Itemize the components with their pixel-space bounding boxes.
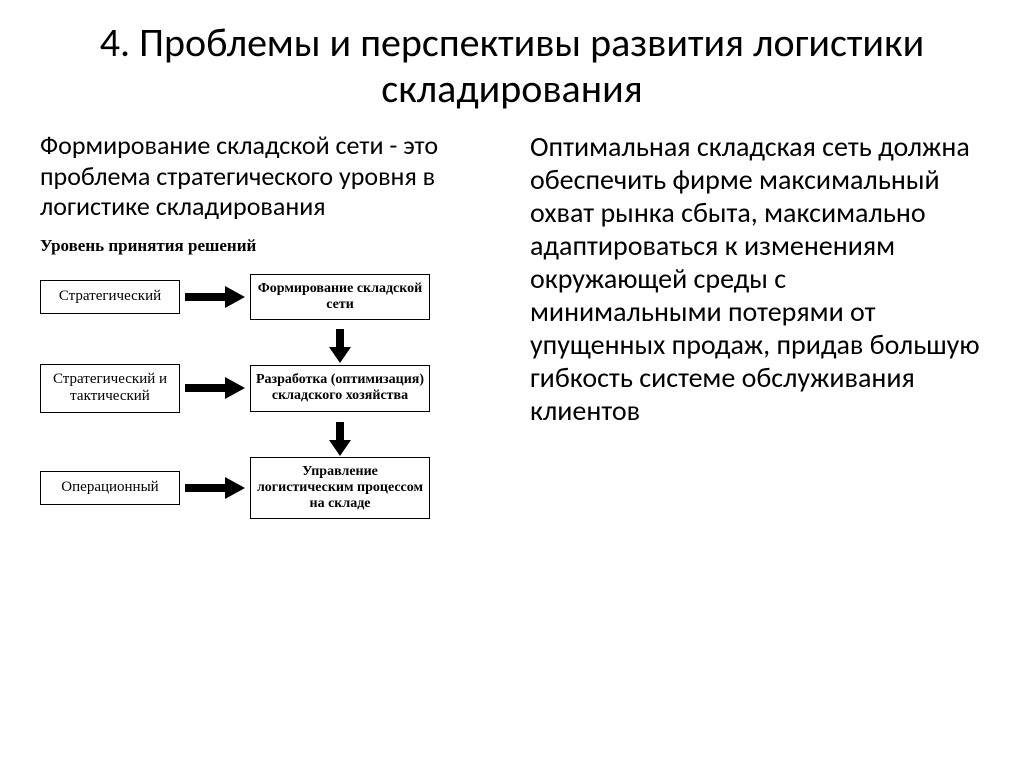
diagram-row: Стратегический Формирование складской се… [40,274,510,320]
level-box: Стратегический [40,280,180,314]
arrow-down-icon [250,421,430,457]
diagram-row: Стратегический и тактический Разработка … [40,364,510,413]
task-box: Разработка (оптимизация) складского хозя… [250,365,430,411]
content-row: Формирование складской сети - это пробле… [40,130,984,527]
level-box: Стратегический и тактический [40,364,180,413]
level-box: Операционный [40,471,180,505]
arrow-right-icon [180,477,250,499]
right-column: Оптимальная складская сеть должна обеспе… [530,130,984,527]
arrow-right-icon [180,377,250,399]
left-column: Формирование складской сети - это пробле… [40,130,510,527]
task-box: Управление логистическим процессом на ск… [250,457,430,519]
decision-level-diagram: Уровень принятия решений Стратегический … [40,236,510,519]
page-title: 4. Проблемы и перспективы развития логис… [40,20,984,112]
arrow-down-icon [250,328,430,364]
diagram-row: Операционный Управление логистическим пр… [40,457,510,519]
body-paragraph: Оптимальная складская сеть должна обеспе… [530,130,984,427]
arrow-right-icon [180,286,250,308]
task-box: Формирование складской сети [250,274,430,320]
intro-paragraph: Формирование складской сети - это пробле… [40,130,510,222]
diagram-heading: Уровень принятия решений [40,236,510,256]
